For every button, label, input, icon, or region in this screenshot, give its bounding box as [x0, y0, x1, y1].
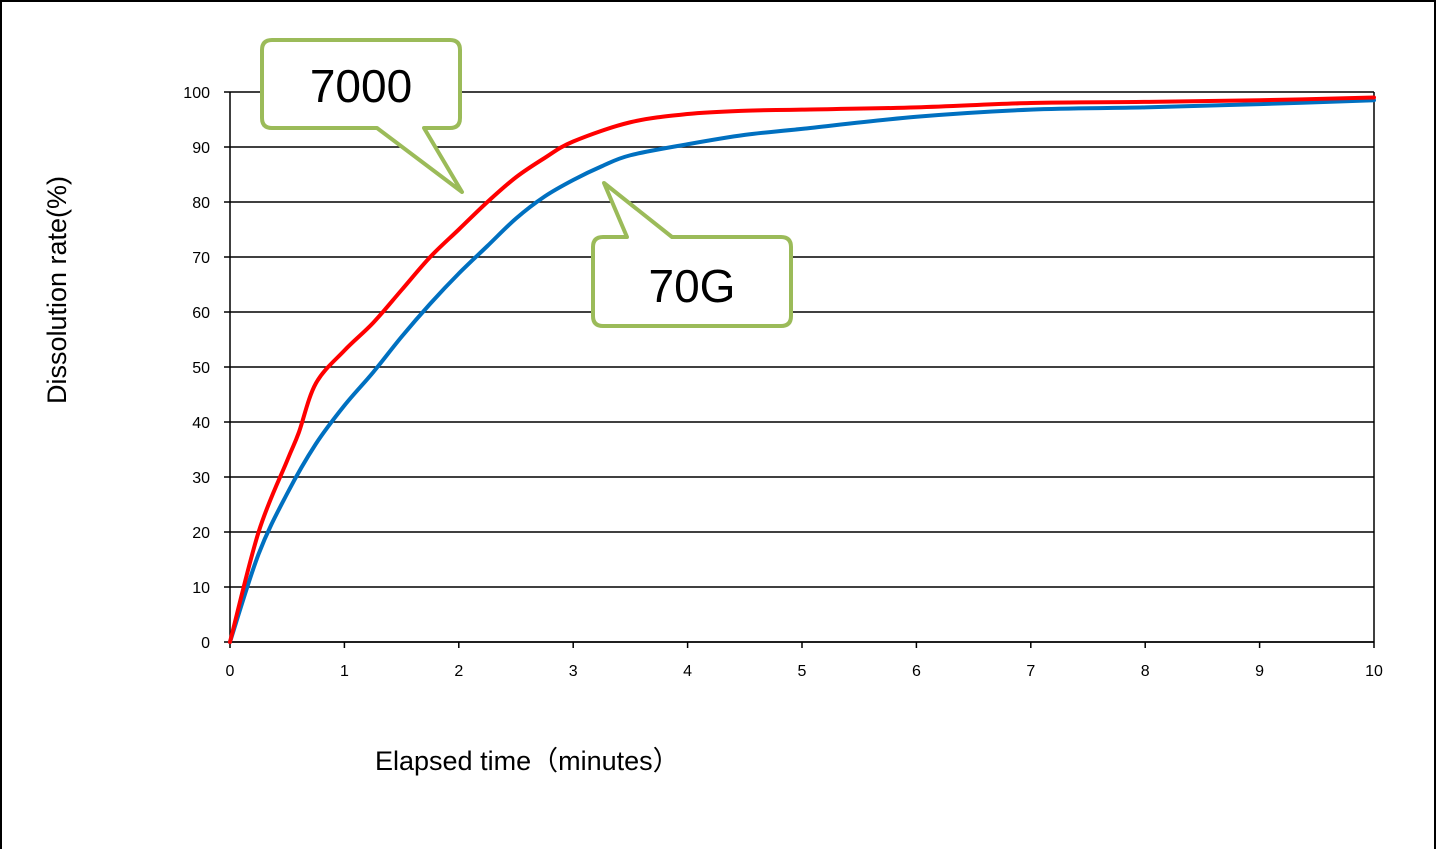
axes	[224, 91, 1375, 648]
x-tick-labels: 0 1 2 3 4 5 6 7 8 9 10	[226, 663, 1383, 680]
x-tick-label: 7	[1026, 663, 1035, 680]
x-tick-label: 0	[226, 663, 235, 680]
series-line-7000	[228, 95, 1376, 644]
x-axis-title: Elapsed time（minutes）	[375, 746, 680, 776]
y-tick-label: 100	[183, 85, 210, 102]
y-tick-label: 50	[192, 360, 210, 377]
x-tick-label: 6	[912, 663, 921, 680]
y-tick-label: 80	[192, 195, 210, 212]
y-tick-label: 20	[192, 525, 210, 542]
y-tick-label: 70	[192, 250, 210, 267]
y-tick-label: 0	[201, 635, 210, 652]
y-axis-title: Dissolution rate(%)	[42, 176, 72, 404]
x-tick-label: 1	[340, 663, 349, 680]
callout-label: 70G	[649, 260, 736, 312]
callout-70g: 70G	[591, 181, 793, 328]
x-tick-label: 10	[1365, 663, 1383, 680]
y-tick-label: 90	[192, 140, 210, 157]
series-line-70g	[228, 98, 1376, 644]
y-tick-label: 30	[192, 470, 210, 487]
y-tick-labels: 0 10 20 30 40 50 60 70 80 90 100	[183, 85, 210, 652]
y-tick-label: 60	[192, 305, 210, 322]
callout-label: 7000	[310, 60, 412, 112]
y-tick-label: 10	[192, 580, 210, 597]
callouts: 7000 70G	[260, 38, 793, 328]
x-tick-label: 9	[1255, 663, 1264, 680]
series-lines	[228, 95, 1376, 644]
x-tick-label: 2	[454, 663, 463, 680]
callout-shape	[260, 38, 464, 194]
x-tick-label: 8	[1141, 663, 1150, 680]
x-tick-label: 4	[683, 663, 692, 680]
callout-shape	[591, 181, 793, 328]
x-tick-label: 3	[569, 663, 578, 680]
callout-7000: 7000	[260, 38, 464, 194]
x-tick-label: 5	[798, 663, 807, 680]
y-tick-label: 40	[192, 415, 210, 432]
